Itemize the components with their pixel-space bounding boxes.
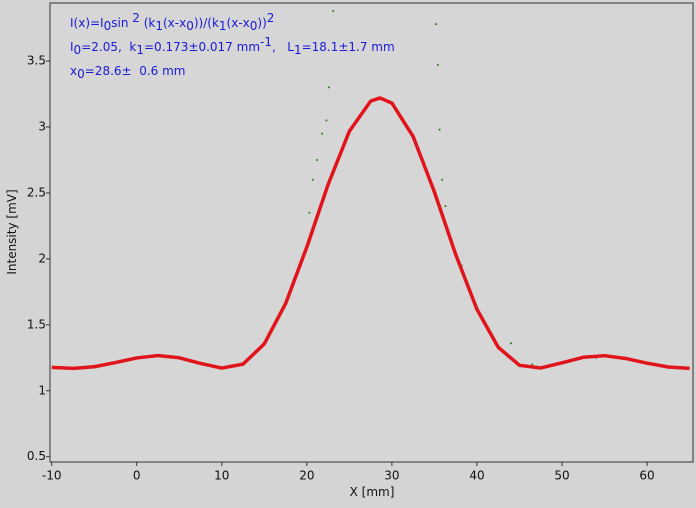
x-tick-label: 40	[469, 469, 484, 483]
y-tick-label: 1.5	[27, 317, 46, 331]
data-point	[325, 119, 328, 122]
annotation-part: I(x)=I	[70, 16, 104, 30]
x-tick-label: 50	[554, 469, 569, 483]
annotation-part: x	[70, 64, 77, 78]
data-point	[311, 178, 314, 181]
x-tick-label: -10	[42, 469, 62, 483]
annotation-part: sin	[111, 16, 132, 30]
data-point	[316, 158, 319, 161]
annotation-part: 2	[267, 11, 275, 25]
annotation-part: =2.05, k	[81, 40, 136, 54]
data-point	[332, 9, 335, 12]
data-point	[441, 178, 444, 181]
y-tick-label: 0.5	[27, 449, 46, 463]
data-point	[509, 342, 512, 345]
annotation-part: =0.173±0.017 mm	[144, 40, 260, 54]
y-tick-label: 2	[38, 251, 46, 265]
data-point	[438, 128, 441, 131]
data-point	[308, 211, 311, 214]
data-point	[435, 23, 438, 26]
fit-annotation: I0=2.05, k1=0.173±0.017 mm-1, L1=18.1±1.…	[70, 35, 395, 57]
annotation-part: 0	[74, 43, 82, 57]
annotation-part: 0	[104, 19, 112, 33]
fit-annotation: x0=28.6± 0.6 mm	[70, 64, 185, 81]
annotation-part: -1	[260, 35, 272, 49]
x-tick-label: 30	[384, 469, 399, 483]
y-tick-label: 2.5	[27, 185, 46, 199]
data-point	[436, 63, 439, 66]
annotation-part: 1	[294, 43, 302, 57]
fit-annotation: I(x)=I0sin 2 (k1(x-x0))/(k1(x-x0))2	[70, 11, 274, 33]
y-tick-label: 3	[38, 119, 46, 133]
data-point	[531, 363, 534, 366]
annotation-part: 1	[155, 19, 163, 33]
data-point	[327, 86, 330, 89]
annotation-part: 0	[186, 19, 194, 33]
annotation-part: 1	[219, 19, 227, 33]
annotation-part: I	[70, 40, 74, 54]
annotation-part: 0	[77, 67, 85, 81]
annotation-part: 2	[132, 11, 140, 25]
annotation-part: 0	[250, 19, 258, 33]
annotation-part: ))	[257, 16, 266, 30]
x-tick-label: 60	[639, 469, 654, 483]
x-tick-label: 0	[133, 469, 141, 483]
x-tick-label: 20	[299, 469, 314, 483]
fit-curve	[51, 96, 690, 371]
plot-frame	[49, 2, 694, 463]
annotation-part: 1	[136, 43, 144, 57]
annotation-part: (x-x	[163, 16, 186, 30]
annotation-part: =28.6± 0.6 mm	[85, 64, 186, 78]
y-tick-label: 3.5	[27, 54, 46, 68]
y-tick-label: 1	[38, 383, 46, 397]
y-axis-label: Intensity [mV]	[5, 189, 19, 274]
x-axis-label: X [mm]	[350, 485, 395, 499]
data-point	[444, 205, 447, 208]
x-tick-label: 10	[214, 469, 229, 483]
annotation-part: , L	[272, 40, 294, 54]
annotation-part: =18.1±1.7 mm	[302, 40, 395, 54]
annotation-part: (x-x	[227, 16, 250, 30]
data-point	[321, 132, 324, 135]
annotation-part: (k	[140, 16, 155, 30]
annotation-part: ))/(k	[194, 16, 219, 30]
